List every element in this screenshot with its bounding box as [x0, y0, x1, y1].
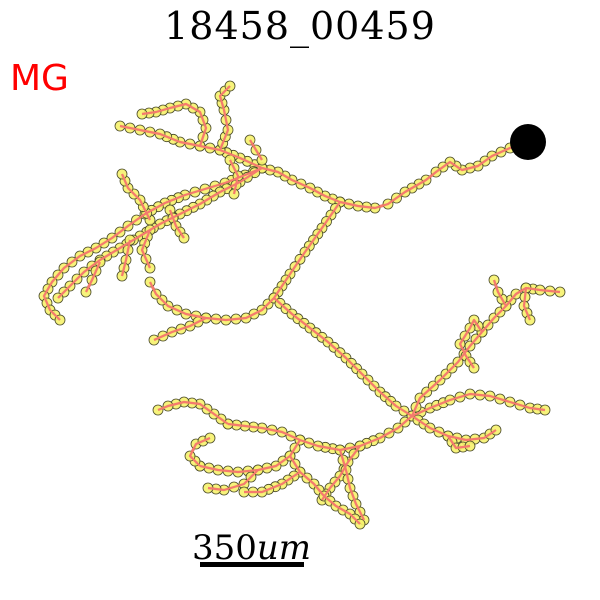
branch-overlay-11 [120, 239, 132, 277]
branch-overlay-27 [321, 445, 361, 501]
branch-overlay-10 [168, 209, 185, 239]
branch-overlay-6 [141, 102, 208, 147]
branch-overlay-5 [218, 85, 231, 151]
cell-type-label: MG [10, 58, 69, 99]
scale-value: 350 [192, 528, 257, 568]
branch-overlay-13 [140, 229, 152, 269]
branch-overlay-25 [411, 415, 497, 442]
branch-overlay-8 [229, 159, 240, 195]
branch-overlay-21 [458, 318, 483, 369]
branch-overlay-14 [273, 201, 341, 299]
branch-overlay-9 [120, 173, 151, 221]
branch-overlay-22 [492, 279, 507, 307]
scale-unit: um [256, 528, 312, 568]
branch-overlay-24 [227, 415, 413, 452]
branch-overlay-12 [85, 261, 102, 293]
branch-overlay-20 [481, 286, 561, 333]
branch-overlay-30 [207, 469, 259, 492]
branch-overlay-28 [338, 449, 365, 521]
branch-overlay-34 [188, 436, 211, 467]
figure-title: 18458_00459 [164, 4, 436, 48]
branch-overlay-19 [410, 331, 483, 417]
branch-overlay-1 [261, 166, 341, 204]
branch-overlay-32 [244, 471, 301, 494]
branch-overlay-18 [411, 392, 546, 418]
scale-bar-label: 350um [192, 528, 311, 568]
branch-overlay-33 [157, 400, 229, 425]
branch-group [42, 84, 561, 526]
branch-overlay-26 [447, 435, 471, 450]
branch-overlay-23 [522, 287, 532, 321]
node-group [38, 80, 566, 530]
branch-overlay-2 [119, 124, 263, 170]
branch-overlay-17 [273, 297, 413, 417]
branch-overlay-0 [339, 140, 529, 210]
branch-overlay-7 [249, 139, 263, 161]
branch-overlay-16 [153, 317, 207, 342]
scale-bar [200, 562, 304, 567]
branch-overlay-3 [42, 166, 263, 321]
soma [510, 124, 546, 160]
